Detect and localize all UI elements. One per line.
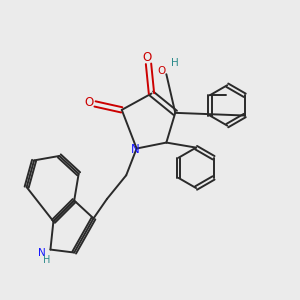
Text: O: O bbox=[142, 51, 152, 64]
Text: N: N bbox=[38, 248, 46, 257]
Text: O: O bbox=[158, 66, 166, 76]
Text: N: N bbox=[131, 142, 140, 156]
Text: H: H bbox=[171, 58, 178, 68]
Text: H: H bbox=[43, 255, 51, 265]
Text: O: O bbox=[84, 96, 94, 109]
